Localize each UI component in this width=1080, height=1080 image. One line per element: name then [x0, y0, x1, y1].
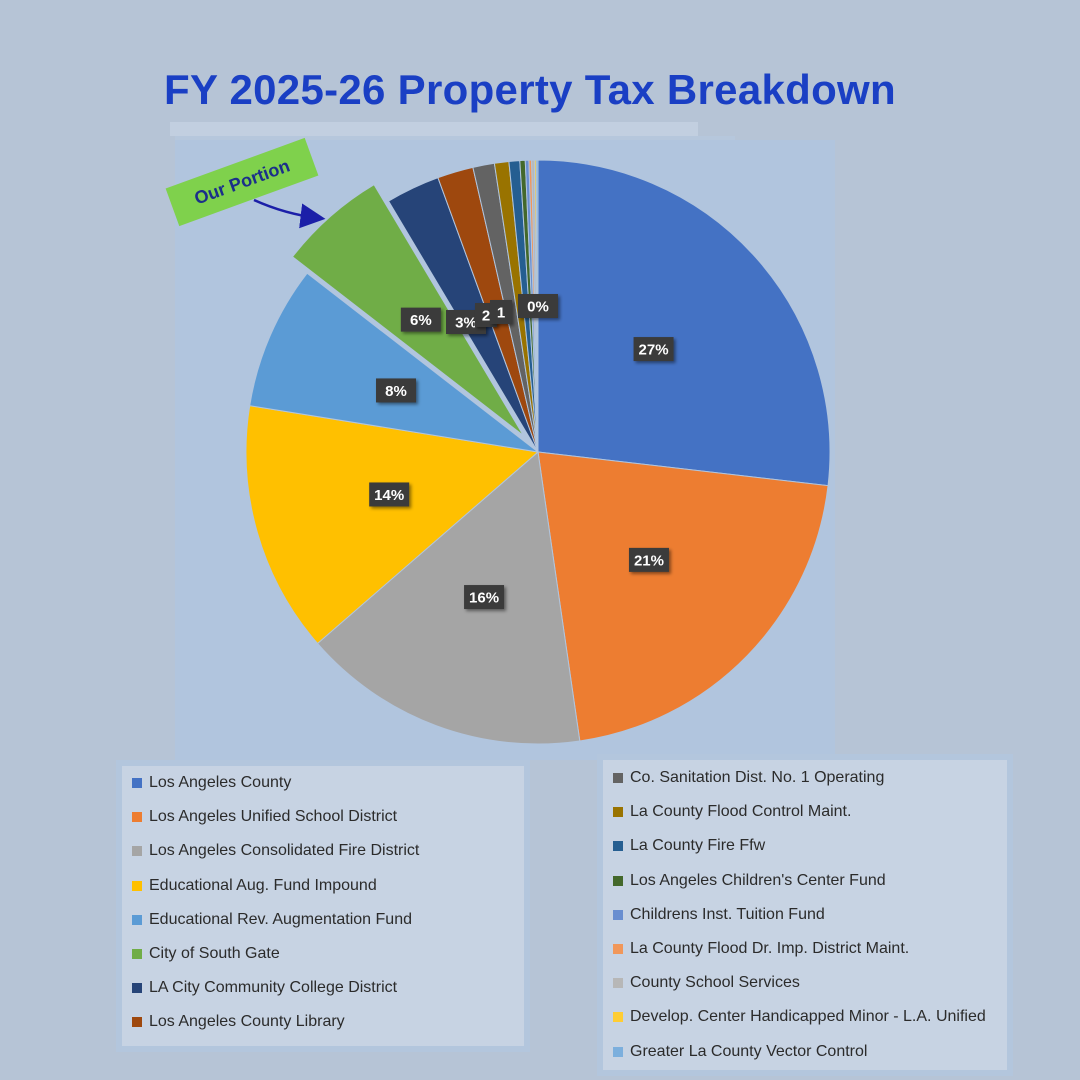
legend-item-los-angeles-consolidated-fire-district: Los Angeles Consolidated Fire District — [132, 834, 524, 868]
legend-label: Childrens Inst. Tuition Fund — [630, 905, 825, 923]
callout-arrow — [253, 198, 326, 229]
legend-swatch — [132, 983, 142, 994]
legend-item-la-county-fire-ffw: La County Fire Ffw — [613, 829, 1007, 863]
pie-slice-los-angeles-county — [537, 159, 831, 487]
legend-right: Co. Sanitation Dist. No. 1 Operating La C… — [603, 760, 1007, 1070]
legend-swatch — [613, 841, 623, 852]
legend-label: LA City Community College District — [149, 979, 398, 997]
legend-item-los-angeles-unified-school-district: Los Angeles Unified School District — [132, 800, 524, 834]
legend-label: Los Angeles Unified School District — [149, 808, 398, 826]
data-label-text: 21% — [634, 552, 664, 569]
data-label-educational-rev-augmentation-fund: 8% — [376, 378, 417, 403]
legend-label: Los Angeles County Library — [149, 1013, 345, 1031]
data-label-box — [633, 337, 674, 362]
legend-swatch — [613, 944, 623, 955]
data-label-box — [518, 294, 558, 318]
pie-slice-educational-rev-augmentation-fund — [249, 272, 539, 453]
legend-label: Los Angeles County — [149, 774, 292, 792]
legend-label: Los Angeles Consolidated Fire District — [149, 842, 420, 860]
data-label-text: 27% — [639, 342, 669, 359]
legend-swatch — [613, 875, 623, 886]
legend-item-develop-center-handicapped-minor-l-a-unified: Develop. Center Handicapped Minor - L.A.… — [613, 1000, 1007, 1034]
legend-label: La County Fire Ffw — [630, 837, 766, 855]
data-label-text: 16% — [469, 590, 499, 607]
legend-item-educational-rev-augmentation-fund: Educational Rev. Augmentation Fund — [132, 903, 524, 937]
data-label-text: 1 — [497, 305, 505, 322]
legend-label: La County Flood Control Maint. — [630, 803, 852, 821]
legend-label: Greater La County Vector Control — [630, 1042, 868, 1060]
data-label-educational-aug-fund-impound: 14% — [369, 482, 410, 507]
data-label-city-of-south-gate: 6% — [400, 307, 441, 332]
legend-label: County School Services — [630, 974, 800, 992]
data-label-los-angeles-consolidated-fire-district: 16% — [464, 585, 505, 610]
title-underline — [170, 122, 698, 136]
data-label-los-angeles-county: 27% — [633, 337, 674, 362]
legend-item-los-angeles-county-library: Los Angeles County Library — [132, 1005, 524, 1039]
legend-item-co-sanitation-dist-no-1-operating: Co. Sanitation Dist. No. 1 Operating — [613, 761, 1007, 795]
data-label-box — [628, 547, 669, 572]
pie-slice-los-angeles-unified-school-district — [537, 451, 829, 742]
legend-swatch — [132, 949, 142, 960]
legend-swatch — [132, 846, 142, 857]
data-label-text: 6% — [410, 312, 432, 329]
legend-item-educational-aug-fund-impound: Educational Aug. Fund Impound — [132, 869, 524, 903]
data-label-co-sanitation-dist-no-1-operating: 1 — [490, 300, 512, 324]
data-label-text: 0% — [527, 299, 549, 316]
legend-item-la-city-community-college-district: LA City Community College District — [132, 971, 524, 1005]
data-label-box — [464, 585, 505, 610]
data-label-box — [400, 307, 441, 332]
data-label-box — [490, 300, 512, 324]
legend-swatch — [132, 1017, 142, 1028]
data-label-text: 14% — [374, 487, 404, 504]
legend-swatch — [132, 812, 142, 823]
data-label-greater-la-county-vector-control: 0% — [518, 294, 558, 318]
legend-item-city-of-south-gate: City of South Gate — [132, 937, 524, 971]
pie-slice-los-angeles-consolidated-fire-district — [316, 451, 581, 745]
legend-swatch — [613, 1012, 623, 1023]
legend-swatch — [613, 978, 623, 989]
legend-left: Los Angeles County Los Angeles Unified Sc… — [122, 766, 524, 1046]
legend-item-county-school-services: County School Services — [613, 966, 1007, 1000]
legend-item-la-county-flood-control-maint: La County Flood Control Maint. — [613, 795, 1007, 829]
legend-label: Develop. Center Handicapped Minor - L.A.… — [630, 1008, 986, 1026]
legend-swatch — [132, 778, 142, 789]
data-label-text: 8% — [385, 383, 407, 400]
legend-item-greater-la-county-vector-control: Greater La County Vector Control — [613, 1035, 1007, 1069]
legend-swatch — [132, 914, 142, 925]
data-label-box — [376, 378, 417, 403]
legend-label: Los Angeles Children's Center Fund — [630, 871, 886, 889]
legend-swatch — [613, 909, 623, 920]
data-label-los-angeles-unified-school-district: 21% — [628, 547, 669, 572]
data-label-box — [369, 482, 410, 507]
pie-slice-greater-la-county-vector-control — [535, 159, 539, 453]
legend-label: Co. Sanitation Dist. No. 1 Operating — [630, 769, 885, 787]
legend-label: La County Flood Dr. Imp. District Maint. — [630, 940, 910, 958]
legend-item-childrens-inst-tuition-fund: Childrens Inst. Tuition Fund — [613, 898, 1007, 932]
legend-label: Educational Rev. Augmentation Fund — [149, 910, 412, 928]
legend-item-los-angeles-children-s-center-fund: Los Angeles Children's Center Fund — [613, 864, 1007, 898]
legend-label: City of South Gate — [149, 945, 280, 963]
legend-swatch — [613, 807, 623, 818]
legend-swatch — [132, 880, 142, 891]
chart-title: FY 2025-26 Property Tax Breakdown — [164, 66, 896, 113]
data-label-text: 3% — [455, 315, 477, 332]
legend-swatch — [613, 773, 623, 784]
legend-item-los-angeles-county: Los Angeles County — [132, 766, 524, 800]
legend-label: Educational Aug. Fund Impound — [149, 876, 377, 894]
pie-slice-educational-aug-fund-impound — [245, 405, 540, 645]
legend-item-la-county-flood-dr-imp-district-maint: La County Flood Dr. Imp. District Maint. — [613, 932, 1007, 966]
data-label-text: 2 — [482, 308, 490, 325]
legend-swatch — [613, 1046, 623, 1057]
